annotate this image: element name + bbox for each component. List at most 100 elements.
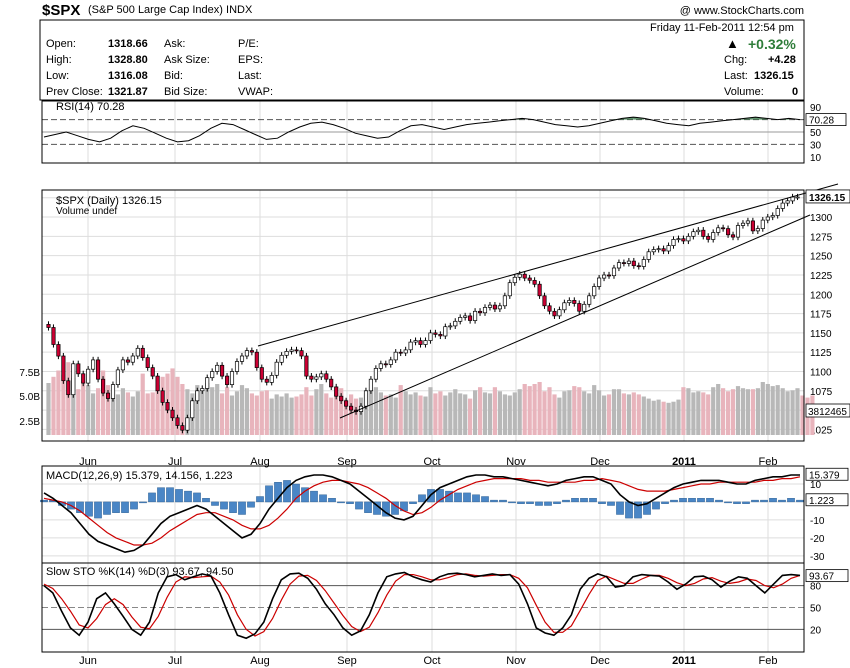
volume-bar: [81, 380, 86, 435]
volume-bar: [210, 387, 215, 435]
candle-body: [478, 310, 483, 314]
macd-histogram-bar: [652, 501, 660, 510]
volume-bar: [542, 391, 547, 435]
candle-body: [76, 363, 81, 375]
price-tick-label: 1200: [810, 290, 833, 301]
month-label: Jul: [168, 456, 182, 468]
volume-bar: [696, 391, 701, 435]
candle-body: [304, 355, 309, 377]
description-text: (S&P 500 Large Cap Index): [88, 4, 223, 16]
candle-body: [96, 359, 101, 380]
volume-legend: Volume undef: [56, 206, 117, 217]
volume-bar: [96, 388, 101, 435]
candle-body: [735, 225, 741, 238]
candle-body: [329, 378, 334, 388]
volume-bar: [453, 389, 458, 435]
volume-bar: [413, 392, 418, 435]
volume-bar: [527, 386, 532, 435]
prev-close-label: Prev Close:: [46, 86, 103, 98]
volume-bar: [532, 384, 537, 435]
volume-bar: [135, 391, 140, 435]
volume-bar: [195, 385, 200, 435]
macd-histogram-bar: [121, 501, 129, 513]
volume-bar: [61, 374, 66, 435]
candle-body: [463, 315, 468, 318]
volume-bar: [358, 397, 364, 435]
macd-histogram-bar: [688, 498, 696, 503]
candle-body: [249, 350, 254, 353]
bottom-month-label: Sep: [337, 655, 357, 667]
candle-body: [125, 359, 130, 363]
volume-bar: [373, 387, 378, 435]
volume-bar: [671, 401, 676, 435]
volume-bar: [418, 395, 423, 435]
macd-histogram-bar: [274, 482, 282, 503]
macd-histogram-bar: [760, 499, 768, 503]
candle-body: [403, 349, 408, 354]
candle-body: [765, 216, 770, 221]
bottom-month-label: 2011: [672, 655, 696, 667]
candle-body: [497, 305, 502, 310]
candle-body: [517, 273, 522, 278]
candle-body: [775, 208, 780, 216]
volume-bar: [299, 394, 304, 435]
macd-histogram-bar: [733, 501, 741, 504]
macd-histogram-bar: [220, 501, 228, 510]
volume-bar: [497, 391, 502, 435]
macd-histogram-bar: [40, 499, 48, 503]
macd-last-value: 15.379: [809, 470, 840, 481]
candle-body: [696, 229, 701, 233]
candle-body: [611, 267, 617, 277]
volume-last-box: [805, 403, 850, 418]
volume-bar: [71, 377, 76, 435]
candle-body: [641, 259, 646, 267]
quote-frame: [39, 19, 805, 101]
candle-body: [522, 273, 527, 279]
candle-body: [368, 378, 373, 392]
volume-bar: [249, 393, 254, 435]
candle-body: [200, 388, 205, 392]
bottom-month-label: Oct: [423, 655, 440, 667]
volume-bar: [324, 393, 329, 435]
price-last-value: 1326.15: [809, 193, 846, 204]
macd-histogram-bar: [328, 498, 336, 503]
price-tick-label: 1250: [810, 252, 833, 263]
volume-bar: [522, 384, 527, 435]
macd-histogram-bar: [265, 485, 273, 503]
candle-body: [577, 303, 582, 312]
symbol-description: (S&P 500 Large Cap Index) INDX: [88, 4, 252, 16]
volume-bar: [721, 388, 726, 435]
copyright-link[interactable]: @ www.StockCharts.com: [679, 5, 804, 17]
candle-body: [334, 386, 339, 397]
candle-body: [259, 367, 264, 380]
rsi-title: RSI(14) 70.28: [56, 101, 124, 113]
candle-body: [552, 310, 557, 317]
volume-bar: [661, 401, 666, 435]
candle-body: [661, 248, 666, 252]
candle-body: [651, 249, 656, 253]
volume-bar: [91, 393, 96, 435]
volume-bar: [433, 393, 438, 435]
volume-bar: [403, 391, 408, 435]
volume-bar: [254, 395, 259, 435]
candle-body: [433, 332, 438, 335]
candle-body: [51, 327, 56, 345]
candle-body: [691, 231, 696, 237]
volume-bar: [339, 388, 344, 435]
candle-body: [740, 222, 746, 226]
macd-histogram-bar: [409, 501, 417, 504]
macd-signal-line: [43, 476, 801, 546]
volume-tick-label: 2.5B: [19, 417, 40, 428]
candle-body: [616, 262, 622, 269]
volume-bar: [344, 399, 349, 435]
last-label: Last:: [238, 70, 262, 82]
macd-histogram-bar: [148, 492, 156, 503]
macd-histogram-bar: [211, 501, 219, 506]
ask-size-label: Ask Size:: [164, 54, 210, 66]
volume-bar: [602, 395, 607, 435]
macd-histogram-bar: [202, 498, 210, 503]
candle-body: [626, 260, 631, 264]
candle-body: [468, 315, 473, 321]
volume-bar: [646, 398, 651, 435]
